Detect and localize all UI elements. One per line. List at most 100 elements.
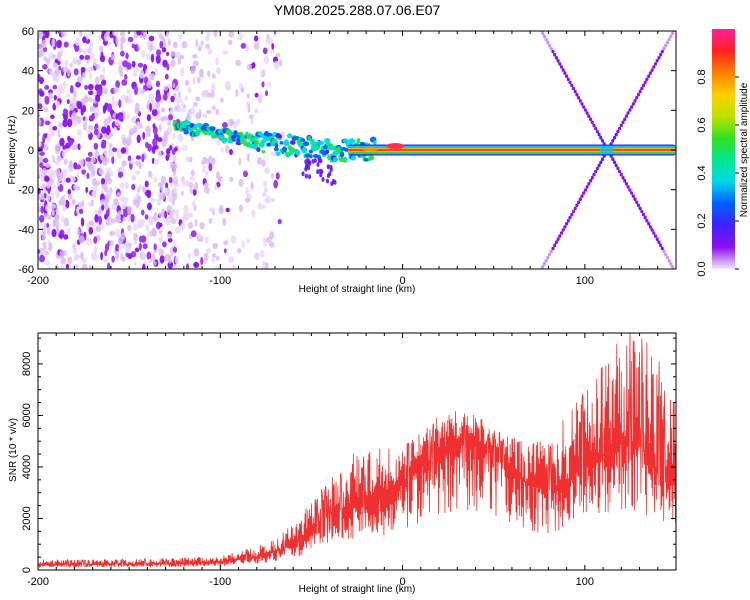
heatmap-noise-cell — [134, 102, 140, 112]
heatmap-noise-cell — [107, 262, 111, 269]
heatmap-alias-cell — [618, 126, 622, 131]
heatmap-noise-cell — [95, 76, 100, 86]
heatmap-noise-cell — [141, 153, 145, 163]
heatmap-noise-cell — [137, 187, 141, 193]
heatmap-noise-cell — [244, 197, 251, 203]
heatmap-noise-cell — [77, 143, 81, 151]
heatmap-noise-cell — [173, 186, 177, 195]
heatmap-noise-cell — [87, 151, 93, 157]
heatmap-noise-cell — [145, 68, 149, 75]
heatmap-noise-cell — [79, 251, 84, 260]
heatmap-noise-cell — [123, 210, 128, 218]
snr-y-tick-label: 8000 — [21, 352, 33, 376]
heatmap-noise-cell — [253, 35, 259, 42]
heatmap-alias-cell — [547, 43, 552, 48]
heatmap-noise-cell — [235, 89, 239, 97]
heatmap-signal-cell — [302, 141, 310, 147]
heatmap-noise-cell — [177, 56, 182, 65]
heatmap-noise-cell — [120, 182, 125, 190]
heatmap-alias-cell — [563, 225, 567, 229]
heatmap-noise-cell — [160, 107, 166, 113]
heatmap-alias-cell — [600, 139, 605, 143]
heatmap-noise-cell — [104, 172, 111, 181]
colorbar-bar — [712, 29, 735, 269]
heatmap-noise-cell — [55, 147, 60, 155]
heatmap-signal-cell — [307, 135, 312, 141]
heatmap-signal-cell — [332, 150, 339, 156]
colorbar-tick-label: 0.4 — [696, 165, 708, 180]
heatmap-noise-cell — [158, 124, 162, 132]
heatmap-noise-cell — [163, 116, 169, 121]
heatmap-signal-layer — [172, 31, 676, 269]
heatmap-noise-cell — [165, 154, 170, 162]
heatmap-alias-cell — [655, 59, 659, 63]
heatmap-noise-cell — [111, 95, 115, 103]
heatmap-signal-cell — [309, 154, 313, 159]
heatmap-noise-cell — [261, 159, 266, 167]
heatmap-noise-cell — [101, 79, 107, 86]
heatmap-noise-cell — [189, 176, 196, 181]
snr-y-tick-label: 4000 — [21, 455, 33, 479]
heatmap-noise-cell — [138, 184, 143, 190]
heatmap-noise-cell — [39, 31, 44, 39]
heatmap-noise-cell — [113, 86, 119, 94]
heatmap-signal-cell — [274, 142, 279, 148]
heatmap-signal-cell — [351, 155, 356, 161]
heatmap-noise-cell — [62, 205, 67, 212]
heatmap-noise-cell — [184, 79, 190, 86]
heatmap-noise-cell — [168, 176, 173, 184]
heatmap-noise-cell — [269, 241, 275, 248]
heatmap-alias-cell — [553, 52, 557, 57]
heatmap-noise-cell — [200, 40, 204, 46]
heatmap-noise-cell — [76, 59, 82, 66]
heatmap-alias-cell — [542, 34, 547, 39]
heatmap-noise-cell — [54, 58, 59, 64]
heatmap-noise-cell — [103, 185, 108, 193]
heatmap-alias-cell — [667, 37, 671, 42]
heatmap-noise-cell — [83, 96, 89, 103]
heatmap-noise-cell — [175, 214, 179, 222]
heatmap-noise-cell — [177, 97, 183, 104]
heatmap-noise-cell — [158, 235, 163, 244]
heatmap-noise-cell — [95, 63, 101, 70]
heatmap-signal-cell — [308, 161, 312, 166]
heatmap-alias-cell — [551, 49, 555, 54]
heatmap-noise-cell — [192, 76, 196, 85]
heatmap-alias-cell — [619, 123, 623, 128]
heatmap-noise-cell — [120, 165, 125, 173]
heatmap-noise-cell — [206, 31, 211, 39]
heatmap-noise-cell — [82, 121, 88, 131]
heatmap-noise-cell — [45, 194, 51, 202]
heatmap-noise-cell — [38, 142, 42, 147]
heatmap-hotspot — [386, 143, 405, 149]
heatmap-signal-cell — [348, 138, 356, 144]
heatmap-noise-cell — [67, 135, 71, 142]
heatmap-alias-cell — [626, 185, 630, 189]
heatmap-noise-cell — [149, 217, 153, 225]
heatmap-x-tick-label: 100 — [576, 275, 594, 287]
heatmap-noise-cell — [245, 187, 249, 196]
heatmap-noise-cell — [75, 164, 82, 170]
heatmap-noise-cell — [261, 81, 265, 88]
heatmap-noise-cell — [113, 126, 117, 132]
heatmap-noise-cell — [206, 109, 212, 115]
heatmap-noise-cell — [238, 204, 243, 213]
heatmap-alias-cell — [554, 56, 559, 60]
heatmap-noise-cell — [154, 68, 158, 73]
heatmap-noise-cell — [246, 93, 250, 99]
heatmap-noise-cell — [192, 183, 196, 190]
heatmap-noise-cell — [141, 186, 147, 193]
heatmap-noise-cell — [153, 261, 157, 266]
heatmap-noise-cell — [92, 254, 98, 261]
heatmap-noise-cell — [204, 182, 209, 188]
heatmap-noise-cell — [138, 87, 143, 93]
heatmap-noise-cell — [117, 171, 124, 178]
heatmap-noise-cell — [101, 126, 107, 134]
heatmap-noise-cell — [202, 156, 208, 162]
heatmap-noise-cell — [139, 235, 142, 243]
heatmap-noise-cell — [153, 158, 160, 165]
heatmap-noise-cell — [63, 158, 68, 165]
heatmap-noise-cell — [73, 120, 78, 126]
heatmap-noise-cell — [93, 142, 99, 150]
heatmap-noise-cell — [181, 144, 188, 151]
